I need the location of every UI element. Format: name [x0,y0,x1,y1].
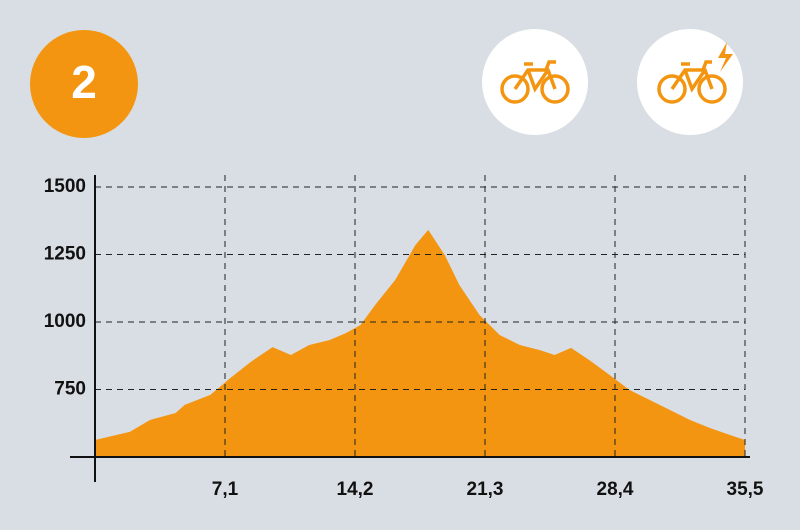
y-tick-label: 1000 [44,311,86,332]
x-tick-label: 35,5 [727,479,764,500]
badge-label: 2 [71,56,97,108]
y-tick-label: 750 [54,379,86,400]
y-tick-label: 1250 [44,244,86,265]
x-tick-label: 28,4 [597,479,634,500]
x-tick-label: 21,3 [467,479,504,500]
ebike-icon [637,29,743,135]
x-tick-label: 14,2 [337,479,374,500]
badge [30,30,138,138]
x-tick-label: 7,1 [212,479,239,500]
elevation-area [95,229,745,457]
bike-icon [482,29,588,135]
y-tick-label: 1500 [44,176,86,197]
